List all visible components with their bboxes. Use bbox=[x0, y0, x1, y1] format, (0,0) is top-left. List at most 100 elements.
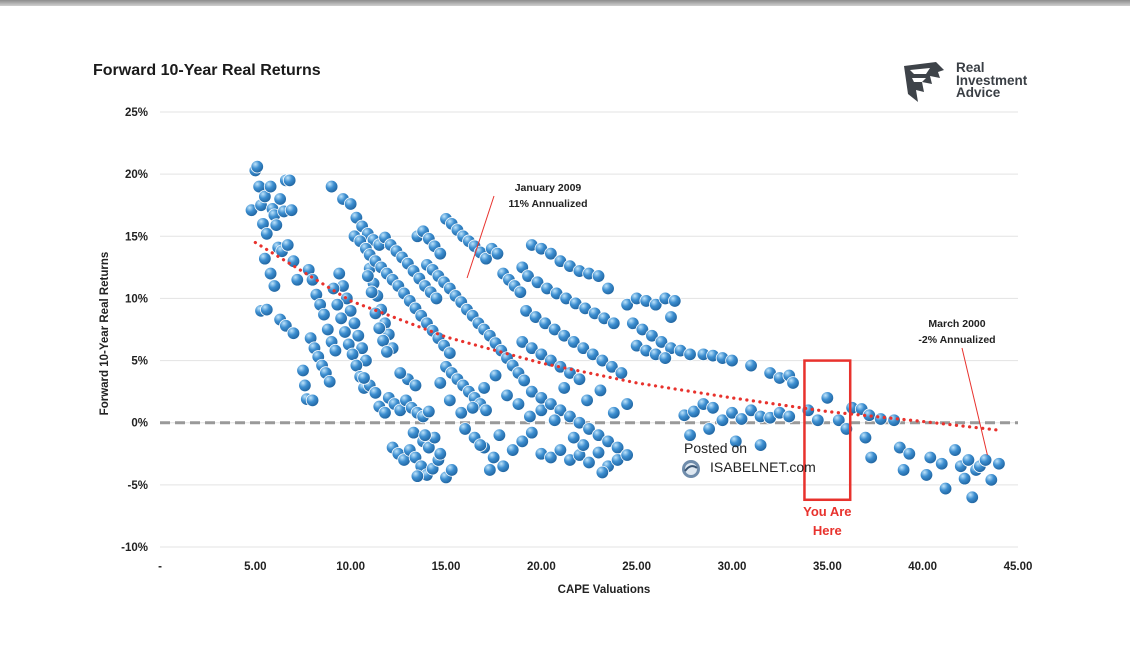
y-tick-label: 20% bbox=[125, 169, 148, 181]
data-point bbox=[378, 406, 392, 420]
data-point bbox=[706, 401, 720, 415]
data-point bbox=[433, 376, 447, 390]
data-point bbox=[626, 316, 640, 330]
chart-title: Forward 10-Year Real Returns bbox=[93, 62, 321, 79]
data-point bbox=[515, 434, 529, 449]
data-point bbox=[544, 353, 558, 368]
x-tick-label: 25.00 bbox=[622, 561, 651, 573]
data-point bbox=[410, 469, 425, 483]
data-point bbox=[620, 448, 634, 462]
data-point bbox=[874, 412, 888, 426]
data-point bbox=[525, 425, 539, 440]
data-point bbox=[429, 291, 444, 306]
data-point bbox=[286, 326, 301, 340]
data-point bbox=[488, 368, 503, 383]
data-point bbox=[620, 397, 634, 411]
data-point bbox=[687, 404, 701, 419]
x-tick-label: 20.00 bbox=[527, 561, 556, 573]
data-point bbox=[357, 371, 371, 385]
data-point bbox=[582, 455, 596, 470]
data-point bbox=[654, 335, 669, 349]
y-tick-label: 10% bbox=[125, 293, 148, 305]
data-point bbox=[601, 281, 615, 296]
data-point bbox=[479, 403, 493, 417]
data-point bbox=[586, 347, 600, 362]
data-point bbox=[393, 366, 407, 380]
data-point bbox=[576, 438, 590, 452]
data-point bbox=[408, 378, 423, 393]
data-point bbox=[282, 173, 297, 188]
data-point bbox=[635, 322, 650, 337]
y-axis-label: Forward 10-Year Real Returns bbox=[99, 252, 111, 416]
data-point bbox=[620, 297, 634, 312]
data-point bbox=[820, 391, 835, 405]
isabelnet-logo-icon bbox=[682, 460, 700, 478]
data-point bbox=[664, 310, 678, 324]
data-point bbox=[330, 297, 345, 312]
data-point bbox=[957, 471, 972, 486]
data-point bbox=[553, 403, 568, 417]
x-tick-label: 5.00 bbox=[244, 561, 266, 573]
data-point bbox=[525, 384, 539, 399]
data-point bbox=[372, 321, 386, 335]
data-point bbox=[519, 304, 533, 318]
data-point bbox=[595, 465, 610, 480]
data-point bbox=[355, 341, 369, 355]
data-point bbox=[334, 311, 348, 326]
data-point bbox=[567, 430, 581, 445]
data-point bbox=[443, 346, 457, 360]
x-tick-label: 35.00 bbox=[813, 561, 842, 573]
data-point bbox=[729, 434, 743, 449]
data-point bbox=[515, 335, 529, 349]
data-point bbox=[530, 275, 545, 289]
annotation-text: January 2009 bbox=[515, 182, 582, 194]
data-point bbox=[345, 347, 360, 362]
data-point bbox=[260, 227, 274, 241]
data-point bbox=[511, 397, 526, 411]
annotation-text: March 2000 bbox=[928, 318, 985, 330]
data-point bbox=[544, 450, 558, 465]
data-point bbox=[668, 294, 682, 308]
data-point bbox=[445, 463, 459, 477]
data-point bbox=[702, 422, 716, 436]
watermark-posted-on: Posted on bbox=[684, 440, 748, 456]
data-point bbox=[965, 490, 979, 504]
data-point bbox=[324, 179, 339, 194]
data-point bbox=[919, 468, 934, 482]
data-point bbox=[582, 422, 596, 436]
logo-text-investment: Investment bbox=[956, 72, 1028, 88]
data-point bbox=[290, 273, 304, 287]
x-tick-label: 40.00 bbox=[908, 561, 937, 573]
data-point bbox=[433, 246, 447, 261]
x-tick-label: 30.00 bbox=[718, 561, 747, 573]
data-point bbox=[496, 459, 510, 473]
data-point bbox=[250, 159, 264, 174]
data-point bbox=[576, 341, 590, 355]
data-point bbox=[477, 381, 491, 395]
data-point bbox=[902, 447, 917, 461]
x-tick-label: 45.00 bbox=[1004, 561, 1033, 573]
data-point bbox=[595, 353, 610, 368]
data-point bbox=[500, 388, 514, 403]
data-point bbox=[351, 329, 365, 343]
data-point bbox=[513, 285, 528, 299]
data-point bbox=[343, 304, 358, 318]
you-are-here-box bbox=[803, 359, 852, 502]
data-point bbox=[269, 218, 284, 232]
data-point bbox=[525, 341, 539, 355]
data-point bbox=[563, 409, 577, 424]
annotation-leader-line bbox=[961, 347, 988, 456]
data-point bbox=[347, 316, 362, 330]
data-point bbox=[683, 428, 697, 442]
trendline bbox=[253, 240, 1001, 432]
axes: -10% -5% 0% 5% 10% 15% 20% 25% - 5.00 10.00 15.00 20… bbox=[99, 107, 1032, 596]
y-tick-label: 5% bbox=[131, 356, 148, 368]
x-tick-label: 15.00 bbox=[432, 561, 461, 573]
data-point bbox=[364, 285, 379, 299]
data-point bbox=[948, 443, 962, 457]
data-point bbox=[260, 302, 274, 317]
data-point bbox=[992, 457, 1006, 471]
data-point bbox=[744, 403, 758, 417]
watermark-site: ISABELNET.com bbox=[710, 459, 816, 475]
